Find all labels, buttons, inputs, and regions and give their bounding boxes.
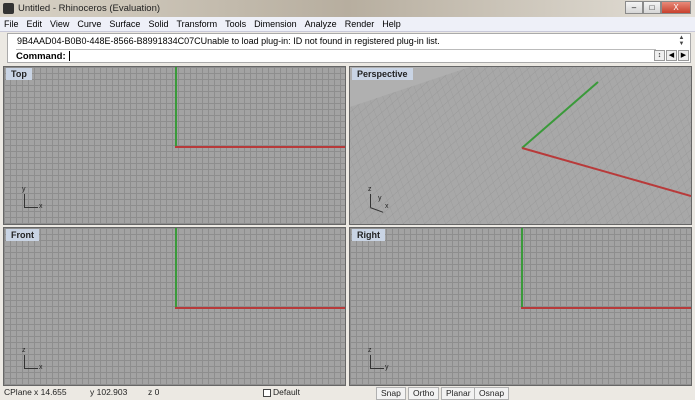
planar-button[interactable]: Planar: [441, 387, 476, 400]
x-axis-line: [521, 147, 691, 197]
menu-dimension[interactable]: Dimension: [254, 19, 297, 29]
z-axis-line: [175, 228, 177, 308]
x-coordinate: x 14.655: [34, 387, 67, 397]
menu-analyze[interactable]: Analyze: [304, 19, 337, 29]
y-axis-line: [521, 81, 599, 149]
window-title: Untitled - Rhinoceros (Evaluation): [18, 3, 161, 14]
scroll-right-icon[interactable]: ▶: [678, 50, 689, 61]
z-axis-line: [521, 228, 523, 308]
command-input[interactable]: Command:: [16, 49, 656, 62]
command-prompt-label: Command:: [16, 51, 66, 62]
osnap-button[interactable]: Osnap: [474, 387, 510, 400]
minimize-button[interactable]: –: [625, 1, 643, 14]
status-bar: CPlane x 14.655 y 102.903 z 0 Default Sn…: [0, 387, 695, 400]
history-scroll-icon[interactable]: ▲ ▼: [678, 35, 685, 47]
viewport-label-front[interactable]: Front: [6, 229, 39, 241]
viewport-label-top[interactable]: Top: [6, 68, 32, 80]
z-coordinate: z 0: [148, 387, 160, 397]
y-coordinate: y 102.903: [90, 387, 128, 397]
ortho-button[interactable]: Ortho: [408, 387, 440, 400]
title-bar: Untitled - Rhinoceros (Evaluation) – □ X: [0, 0, 695, 17]
menu-view[interactable]: View: [50, 19, 70, 29]
cplane-label: CPlane: [4, 387, 32, 397]
viewport-label-perspective[interactable]: Perspective: [352, 68, 413, 80]
menu-bar: File Edit View Curve Surface Solid Trans…: [0, 17, 695, 32]
menu-render[interactable]: Render: [344, 19, 375, 29]
x-axis-line: [175, 146, 345, 148]
y-axis-line: [175, 67, 177, 147]
menu-file[interactable]: File: [4, 19, 19, 29]
command-history: 9B4AAD04-B0B0-448E-8566-B8991834C07CUnab…: [17, 36, 440, 46]
menu-tools[interactable]: Tools: [225, 19, 247, 29]
layer-checkbox-icon[interactable]: [263, 388, 271, 397]
layer-selector[interactable]: Default: [263, 387, 300, 398]
x-axis-line: [175, 307, 345, 309]
menu-curve[interactable]: Curve: [77, 19, 102, 29]
menu-edit[interactable]: Edit: [26, 19, 43, 29]
y-axis-line: [521, 307, 691, 309]
menu-help[interactable]: Help: [382, 19, 401, 29]
menu-solid[interactable]: Solid: [148, 19, 169, 29]
maximize-button[interactable]: □: [643, 1, 661, 14]
perspective-grid: [350, 67, 691, 224]
snap-button[interactable]: Snap: [376, 387, 406, 400]
command-area: 9B4AAD04-B0B0-448E-8566-B8991834C07CUnab…: [7, 33, 691, 63]
scroll-left-icon[interactable]: ◀: [666, 50, 677, 61]
rhino-app-icon: [3, 3, 14, 14]
menu-transform[interactable]: Transform: [176, 19, 218, 29]
close-button[interactable]: X: [661, 1, 691, 14]
layer-name: Default: [273, 387, 300, 397]
menu-surface[interactable]: Surface: [109, 19, 141, 29]
spin-icon[interactable]: ↕: [654, 50, 665, 61]
viewport-label-right[interactable]: Right: [352, 229, 385, 241]
